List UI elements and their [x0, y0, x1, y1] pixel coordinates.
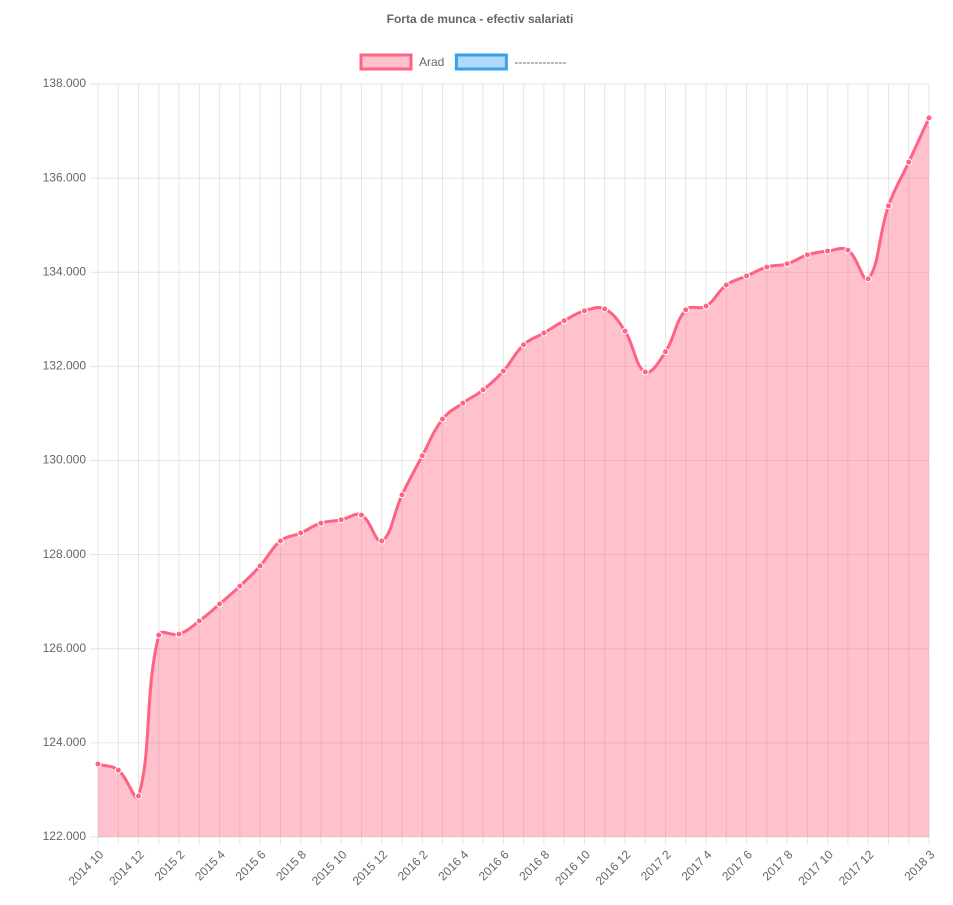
x-tick-label: 2017 10 [795, 847, 836, 888]
point [520, 341, 528, 349]
y-tick-label: 124.000 [43, 735, 87, 749]
point [276, 537, 284, 545]
point [459, 399, 467, 407]
point [439, 415, 447, 423]
x-tick-label: 2016 8 [516, 847, 552, 883]
x-tick-label: 2016 4 [435, 847, 471, 883]
point [195, 617, 203, 625]
y-tick-label: 128.000 [43, 547, 87, 561]
y-tick-label: 132.000 [43, 359, 87, 373]
x-tick-label: 2017 6 [719, 847, 755, 883]
point [743, 272, 751, 280]
y-tick-label: 130.000 [43, 453, 87, 467]
x-tick-label: 2017 12 [836, 847, 877, 888]
point [884, 202, 892, 210]
y-tick-label: 126.000 [43, 641, 87, 655]
x-tick-label: 2015 10 [309, 847, 350, 888]
point [398, 491, 406, 499]
point [135, 792, 143, 800]
x-tick-label: 2015 12 [350, 847, 391, 888]
y-tick-label: 122.000 [43, 829, 87, 843]
point [337, 516, 345, 524]
point [540, 329, 548, 337]
point [905, 158, 913, 166]
x-tick-label: 2016 2 [395, 847, 431, 883]
point [925, 114, 933, 122]
point [702, 302, 710, 310]
chart-title: Forta de munca - efectiv salariati [387, 12, 574, 26]
point [114, 766, 122, 774]
point [601, 305, 609, 313]
legend-swatch [359, 53, 413, 71]
point [378, 537, 386, 545]
x-tick-label: 2018 3 [902, 847, 938, 883]
x-tick-label: 2017 2 [638, 847, 674, 883]
x-tick-label: 2015 4 [192, 847, 228, 883]
point [317, 519, 325, 527]
x-tick-label: 2014 10 [66, 847, 107, 888]
legend-swatch [454, 53, 508, 71]
y-tick-label: 134.000 [43, 264, 87, 278]
point [783, 260, 791, 268]
point [216, 600, 224, 608]
point [94, 760, 102, 768]
point [297, 529, 305, 537]
point [844, 246, 852, 254]
point [236, 582, 244, 590]
x-tick-label: 2015 8 [273, 847, 309, 883]
point [357, 511, 365, 519]
x-tick-label: 2016 10 [552, 847, 593, 888]
point [418, 452, 426, 460]
point [763, 263, 771, 271]
y-tick-label: 136.000 [43, 170, 87, 184]
point [175, 630, 183, 638]
x-tick-label: 2016 6 [476, 847, 512, 883]
point [722, 281, 730, 289]
point [824, 247, 832, 255]
area [98, 117, 929, 837]
legend-label: Arad [419, 55, 444, 69]
y-tick-label: 138.000 [43, 76, 87, 90]
point [499, 367, 507, 375]
x-tick-label: 2017 4 [679, 847, 715, 883]
x-tick-label: 2017 8 [760, 847, 796, 883]
point [864, 275, 872, 283]
point [479, 386, 487, 394]
point [256, 562, 264, 570]
x-tick-label: 2015 2 [152, 847, 188, 883]
point [682, 306, 690, 314]
point [155, 631, 163, 639]
point [560, 317, 568, 325]
x-tick-label: 2015 6 [233, 847, 269, 883]
point [641, 368, 649, 376]
point [803, 251, 811, 259]
legend-label: ------------- [514, 55, 566, 69]
point [580, 307, 588, 315]
point [621, 327, 629, 335]
point [662, 348, 670, 356]
x-tick-label: 2014 12 [106, 847, 147, 888]
x-tick-label: 2016 12 [593, 847, 634, 888]
